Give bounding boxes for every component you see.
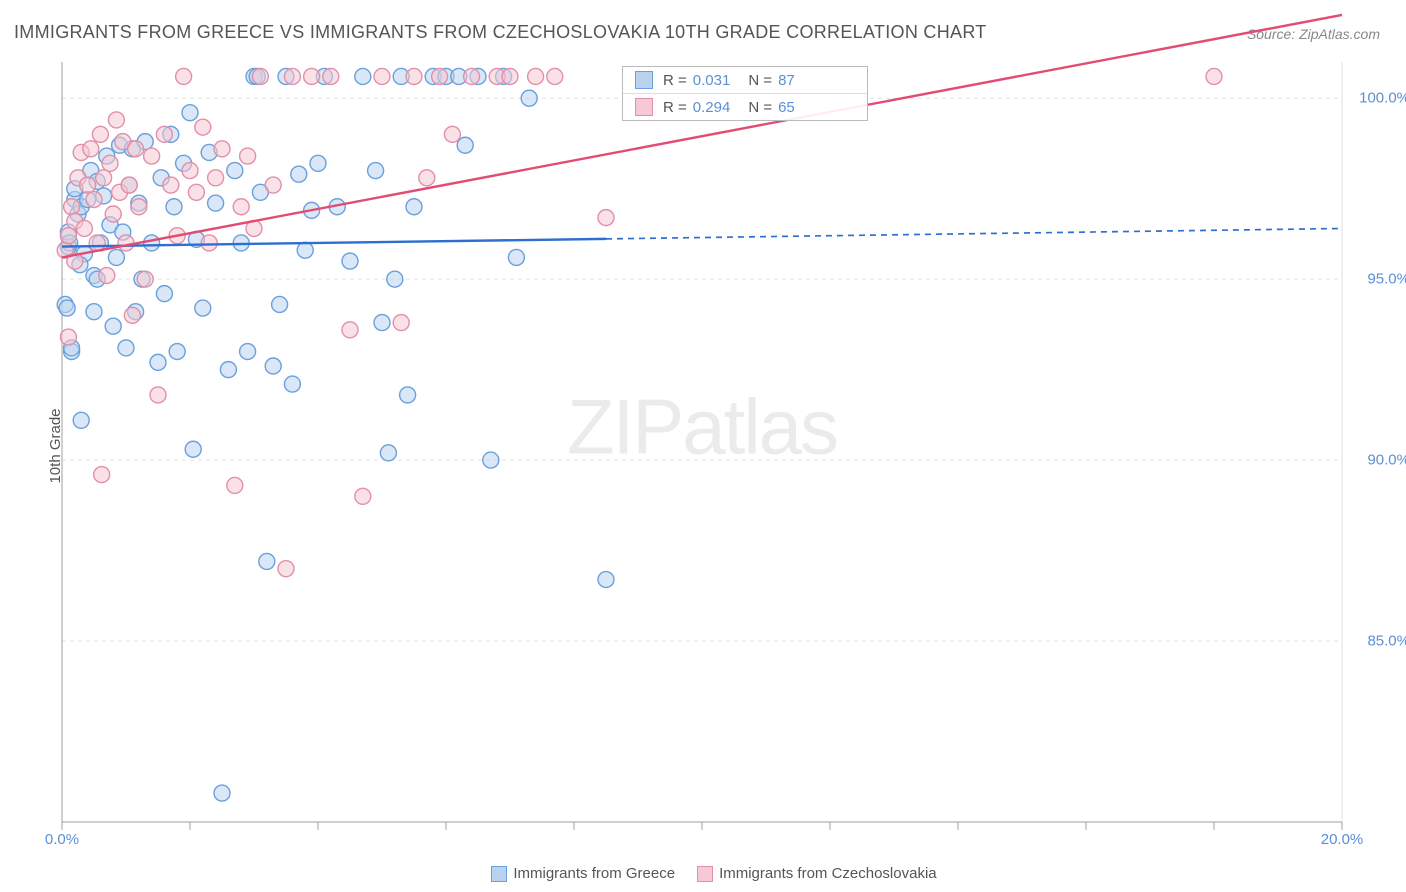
series-legend: Immigrants from Greece Immigrants from Cz… bbox=[0, 865, 1406, 882]
source-name: ZipAtlas.com bbox=[1299, 26, 1380, 42]
chart-area: ZIPatlas R =0.031N =87R =0.294N =65 85.0… bbox=[62, 62, 1342, 822]
stats-legend: R = 0.031 N = 87 R = 0.294 N = 65 bbox=[622, 66, 868, 121]
y-tick-label: 85.0% bbox=[1367, 633, 1406, 650]
y-tick-label: 90.0% bbox=[1367, 452, 1406, 469]
stats-legend-row: R = 0.031 N = 87 bbox=[623, 67, 867, 94]
r-label: R = bbox=[663, 99, 687, 116]
legend-swatch bbox=[635, 98, 653, 116]
n-value: 65 bbox=[778, 99, 795, 116]
n-value: 87 bbox=[778, 72, 795, 89]
legend-swatch bbox=[491, 866, 507, 882]
n-label: N = bbox=[748, 99, 772, 116]
y-tick-label: 100.0% bbox=[1359, 90, 1406, 107]
legend-swatch bbox=[697, 866, 713, 882]
n-label: N = bbox=[748, 72, 772, 89]
x-tick-label: 0.0% bbox=[45, 831, 79, 848]
r-value: 0.294 bbox=[693, 99, 731, 116]
scatter-chart bbox=[62, 62, 1342, 822]
x-tick-label: 20.0% bbox=[1321, 831, 1364, 848]
stats-legend-row: R = 0.294 N = 65 bbox=[623, 94, 867, 120]
r-value: 0.031 bbox=[693, 72, 731, 89]
r-label: R = bbox=[663, 72, 687, 89]
chart-title: IMMIGRANTS FROM GREECE VS IMMIGRANTS FRO… bbox=[14, 22, 987, 43]
legend-swatch bbox=[635, 71, 653, 89]
y-tick-label: 95.0% bbox=[1367, 271, 1406, 288]
legend-label: Immigrants from Czechoslovakia bbox=[719, 865, 937, 882]
legend-label: Immigrants from Greece bbox=[513, 865, 675, 882]
